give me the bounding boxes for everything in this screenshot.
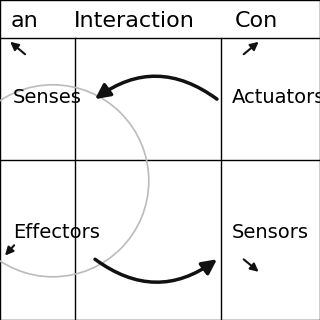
Text: an: an bbox=[10, 11, 38, 31]
FancyArrowPatch shape bbox=[95, 259, 214, 282]
Text: Con: Con bbox=[234, 11, 278, 31]
Text: Actuators: Actuators bbox=[232, 88, 320, 107]
Text: Sensors: Sensors bbox=[232, 222, 309, 242]
Text: Senses: Senses bbox=[13, 88, 82, 107]
FancyArrowPatch shape bbox=[98, 76, 217, 99]
Text: Effectors: Effectors bbox=[13, 222, 100, 242]
Text: Interaction: Interaction bbox=[74, 11, 195, 31]
